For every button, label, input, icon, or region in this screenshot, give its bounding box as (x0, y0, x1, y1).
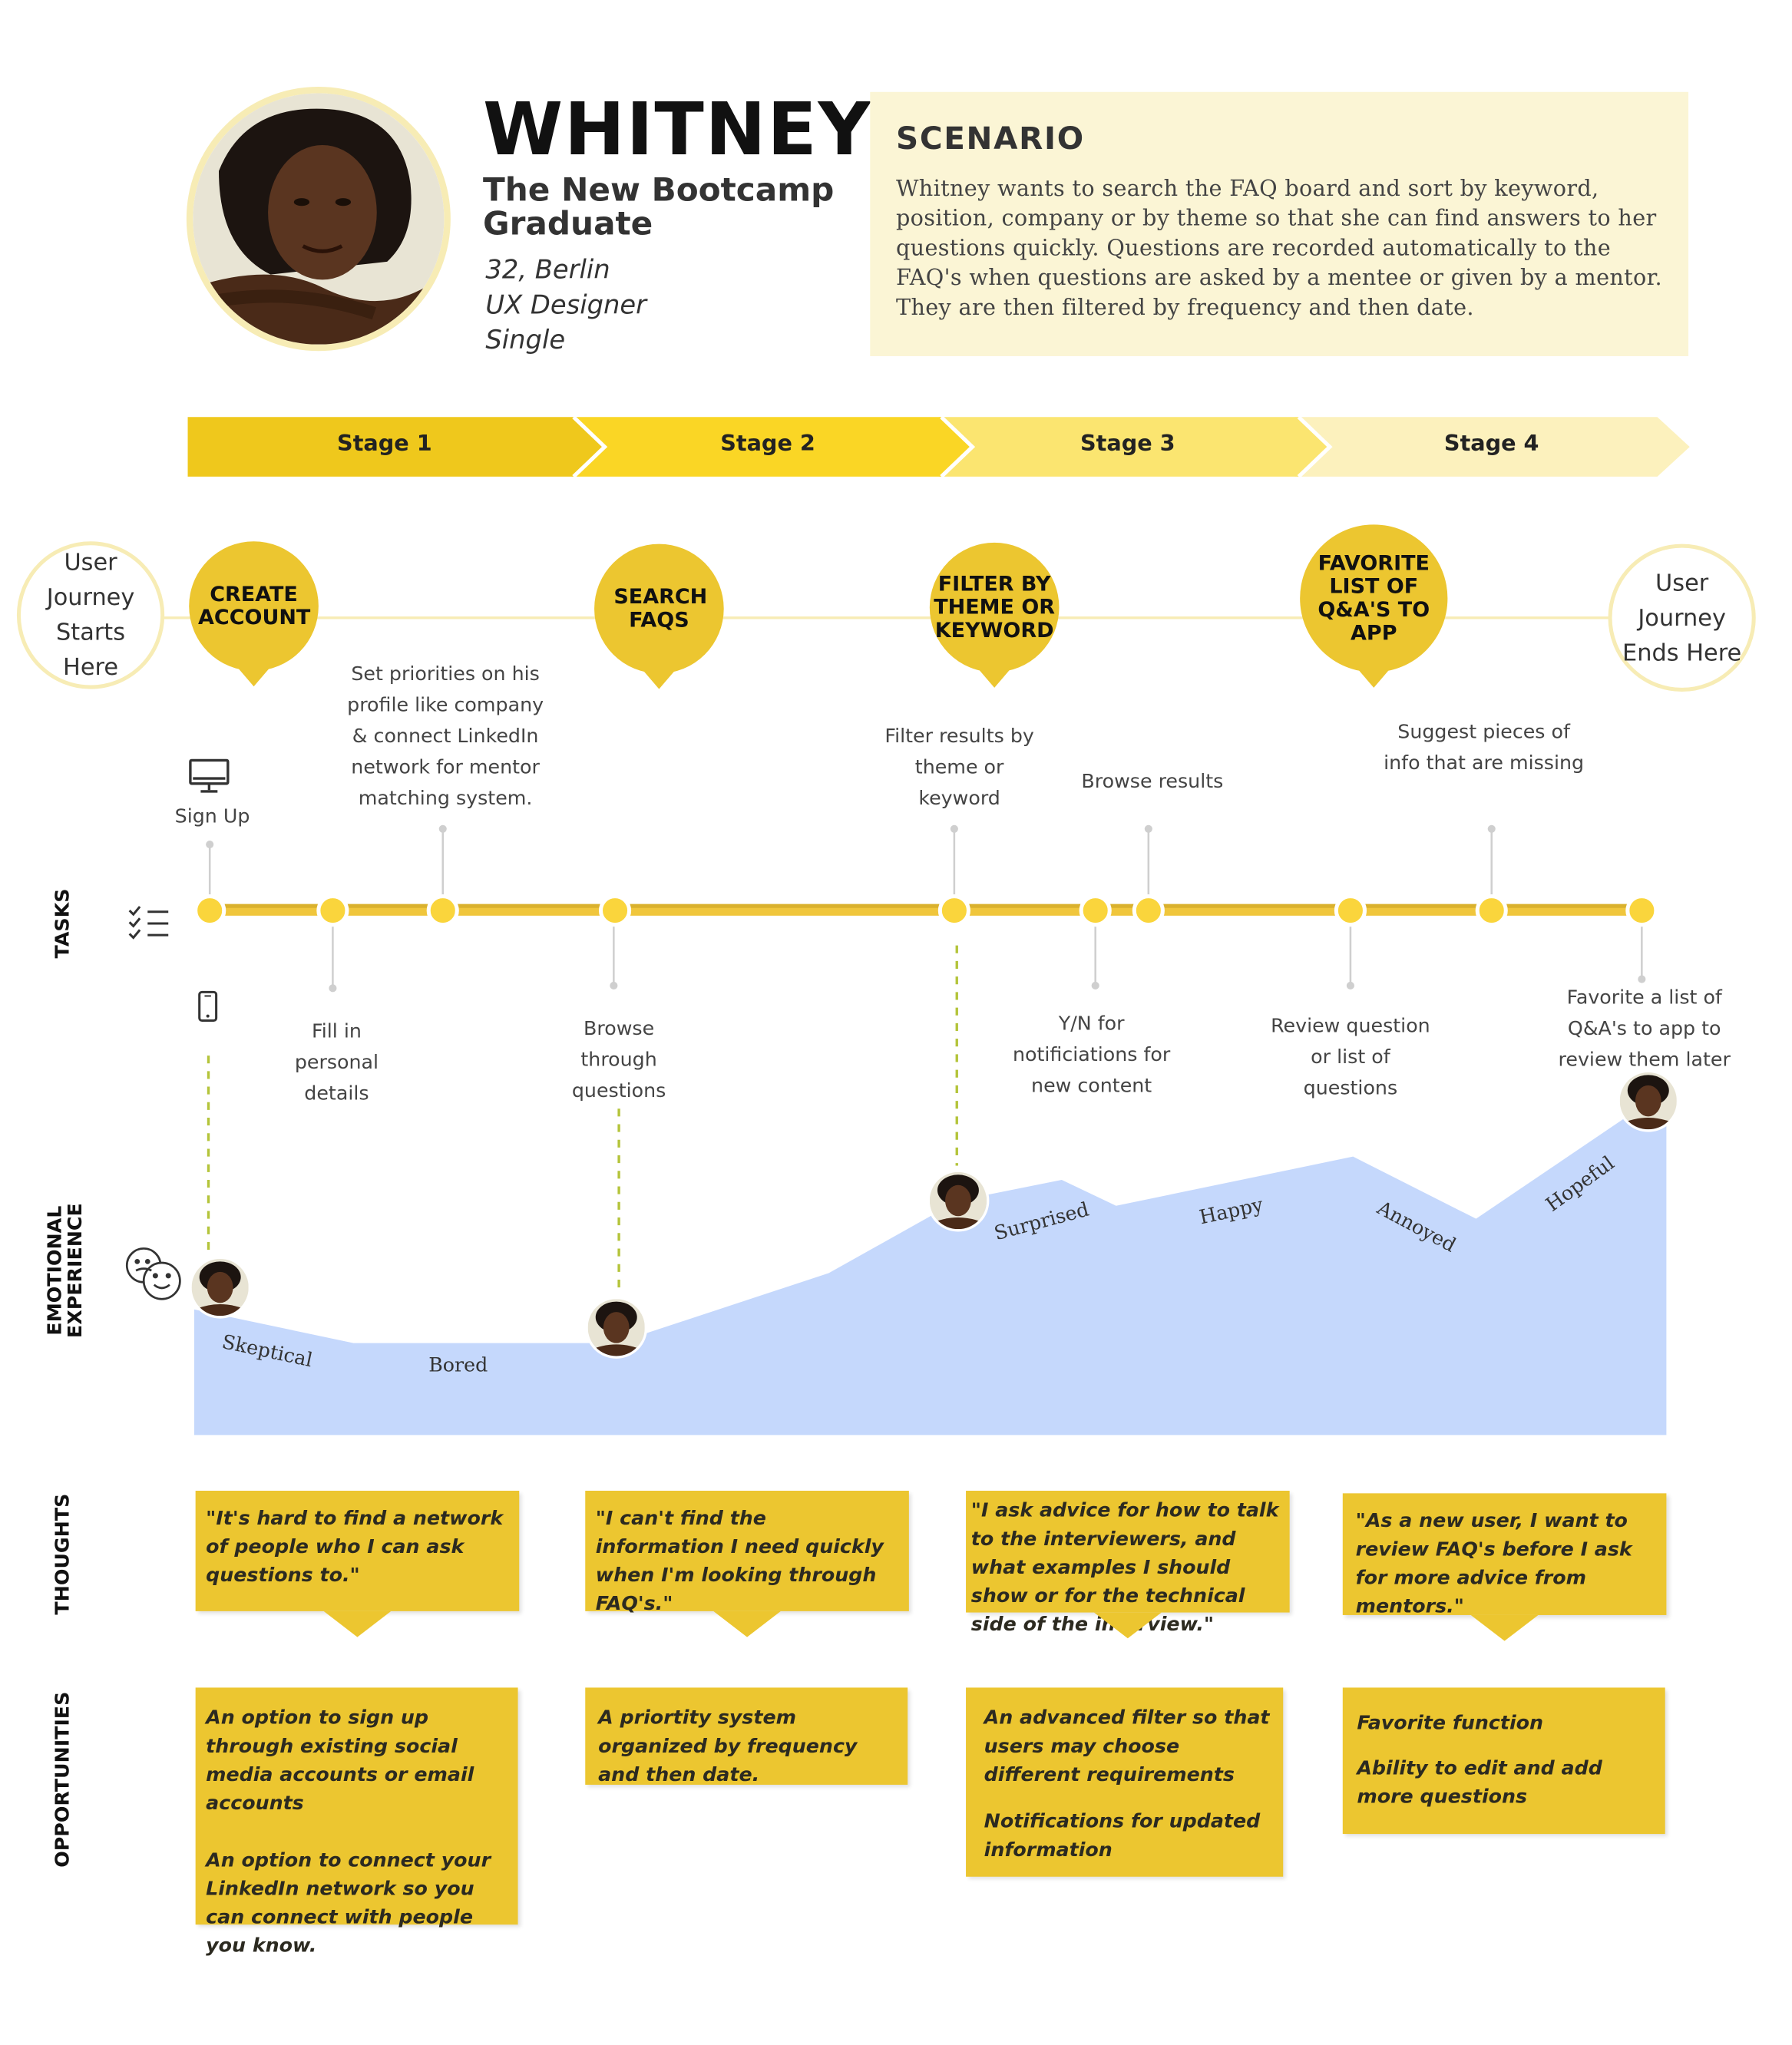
opportunity-text-1a: An option to sign up through existing so… (206, 1706, 474, 1815)
stage-2-shape (574, 417, 973, 477)
row-label-emotional-line2: EXPERIENCE (63, 1203, 87, 1339)
emotion-dash-lines (207, 945, 958, 1296)
stage-3-shape (938, 417, 1330, 477)
task-sign-up: Sign Up (174, 804, 250, 828)
task-yn-notifications: Y/N for notificiations for new content (1012, 1011, 1171, 1098)
opportunity-note-1: An option to sign up through existing so… (195, 1687, 518, 1957)
stage-1-shape (187, 417, 605, 477)
thought-note-4: "As a new user, I want to review FAQ's b… (1342, 1493, 1667, 1641)
tasks-timeline (125, 758, 1667, 1435)
opportunity-note-3: An advanced filter so that users may cho… (966, 1687, 1284, 1877)
step-search-faqs: SEARCH FAQS (594, 543, 724, 689)
stages-bar (187, 415, 1690, 478)
persona-status: Single (485, 323, 566, 355)
avatar (585, 1296, 648, 1359)
faces-icon (125, 1247, 181, 1300)
task-review-question: Review question or list of questions (1271, 1014, 1430, 1100)
checklist-icon (128, 906, 169, 940)
thought-note-2: "I can't find the information I need qui… (585, 1490, 909, 1637)
task-browse-through: Browse through questions (571, 1016, 666, 1102)
phone-icon (198, 990, 218, 1022)
task-fill-in: Fill in personal details (294, 1019, 379, 1105)
step-favorite: FAVORITE LIST OF Q&A'S TO APP (1300, 524, 1448, 688)
step-filter: FILTER BY THEME OR KEYWORD (929, 542, 1060, 688)
step-create-account: CREATE ACCOUNT (189, 541, 319, 687)
emotion-bored: Bored (428, 1353, 488, 1377)
row-label-thoughts: THOUGHTS (50, 1493, 74, 1615)
monitor-icon (189, 758, 230, 793)
persona-age-city: 32, Berlin (485, 253, 610, 286)
stage-2-label: Stage 2 (720, 431, 815, 458)
opportunity-note-4: Favorite function Ability to edit and ad… (1342, 1687, 1665, 1835)
task-browse-results: Browse results (1081, 769, 1224, 793)
stage-1-label: Stage 1 (337, 431, 432, 458)
scenario-text: Whitney wants to search the FAQ board an… (895, 176, 1662, 322)
persona-photo (186, 87, 451, 352)
opportunity-text-4a: Favorite function (1357, 1710, 1544, 1735)
stage-3-label: Stage 3 (1080, 431, 1175, 458)
emotion-area (193, 1102, 1667, 1435)
task-set-priorities: Set priorities on his profile like compa… (347, 662, 544, 810)
thought-note-1: "It's hard to find a network of people w… (195, 1490, 520, 1637)
persona-role: UX Designer (485, 289, 646, 320)
stage-4-label: Stage 4 (1443, 431, 1539, 458)
opportunity-text-3b: Notifications for updated information (984, 1809, 1261, 1862)
avatar (189, 1256, 252, 1319)
opportunity-text-4b: Ability to edit and add more questions (1357, 1756, 1602, 1809)
scenario-heading: SCENARIO (895, 120, 1085, 157)
row-label-emotional-line1: EMOTIONAL (42, 1205, 67, 1336)
task-suggest-pieces: Suggest pieces of info that are missing (1384, 720, 1585, 775)
thought-text-2: "I can't find the information I need qui… (595, 1506, 884, 1615)
row-label-tasks: TASKS (50, 888, 74, 959)
opportunity-text-2a: A priortity system organized by frequenc… (598, 1706, 858, 1786)
journey-start: User Journey Starts Here (16, 541, 165, 689)
opportunity-text-3a: An advanced filter so that users may cho… (984, 1706, 1270, 1786)
scenario-box: SCENARIO Whitney wants to search the FAQ… (870, 91, 1689, 356)
task-favorite-list: Favorite a list of Q&A's to app to revie… (1558, 985, 1731, 1072)
step-create-account-label: CREATE ACCOUNT (198, 581, 311, 629)
persona-name: WHITNEY (483, 88, 872, 173)
thought-text-1: "It's hard to find a network of people w… (206, 1506, 504, 1587)
thought-note-3: "I ask advice for how to talk to the int… (966, 1490, 1290, 1639)
avatar (927, 1169, 990, 1232)
thought-text-4: "As a new user, I want to review FAQ's b… (1355, 1508, 1632, 1618)
persona-title: The New Bootcamp Graduate (483, 170, 835, 243)
thought-text-3: "I ask advice for how to talk to the int… (970, 1498, 1279, 1636)
journey-start-label: User Journey Starts Here (46, 549, 135, 682)
opportunity-text-1b: An option to connect your LinkedIn netwo… (206, 1848, 491, 1957)
journey-end: User Journey Ends Here (1608, 543, 1756, 692)
journey-end-label: User Journey Ends Here (1622, 569, 1742, 667)
stage-4-shape (1294, 417, 1690, 477)
task-filter-results: Filter results by theme or keyword (884, 724, 1034, 810)
row-label-emotional: EMOTIONAL EXPERIENCE (42, 1193, 91, 1348)
persona-photo-illustration (193, 93, 445, 345)
step-search-faqs-label: SEARCH FAQS (613, 583, 708, 633)
opportunity-note-2: A priortity system organized by frequenc… (585, 1687, 908, 1786)
row-label-opportunities: OPPORTUNITIES (50, 1691, 74, 1868)
avatar (1617, 1069, 1680, 1132)
step-favorite-label: FAVORITE LIST OF Q&A'S TO APP (1318, 550, 1430, 646)
step-filter-label: FILTER BY THEME OR KEYWORD (934, 571, 1056, 643)
task-dots (193, 894, 1658, 927)
